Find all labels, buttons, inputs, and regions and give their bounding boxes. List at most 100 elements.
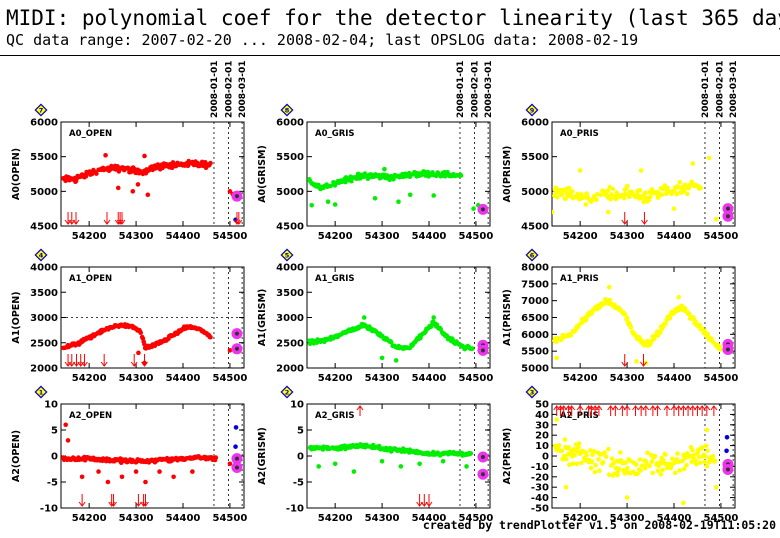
x-tick-label: 54300 [365, 373, 400, 384]
footer-credit: created by trendPlotter v1.5 on 2008-02-… [422, 518, 776, 532]
panel-a0-open: 2008-01-01 2008-02-01 2008-03-01 4500 5000 55… [11, 60, 248, 242]
data-point [608, 197, 613, 202]
data-point [213, 455, 219, 460]
y-tick-label: 0 [51, 452, 58, 463]
data-point [676, 459, 682, 465]
data-point [332, 202, 338, 207]
data-point [440, 458, 446, 464]
data-point [570, 189, 575, 194]
data-point [138, 330, 143, 336]
out-of-range-arrowhead [698, 405, 706, 411]
y-axis-label: A0(PRISM) [502, 146, 513, 203]
blue-point [233, 444, 238, 449]
x-tick-label: 54200 [318, 513, 353, 524]
y-tick-label: 6000 [30, 118, 58, 129]
panel-badge-number: 5 [285, 252, 290, 260]
data-point [133, 469, 139, 474]
panel-label: A2_PRIS [560, 411, 599, 421]
y-tick-label: 5500 [30, 152, 58, 163]
data-point [407, 174, 413, 180]
data-point [554, 417, 559, 422]
data-point [577, 168, 583, 173]
y-tick-label: 6000 [276, 118, 304, 129]
data-point [584, 452, 589, 458]
data-point [572, 452, 577, 458]
panel-a2-gris: -10 -5 0 5 10 54200 54300 54400 54500 A2(GRISM) A2… [257, 385, 493, 524]
data-point [145, 192, 151, 198]
panel-badge-number: 6 [530, 252, 535, 260]
data-point [624, 315, 630, 321]
data-point [606, 472, 612, 478]
data-point [597, 468, 602, 474]
out-of-range-arrowhead [416, 501, 424, 507]
out-of-range-arrowhead [641, 219, 648, 225]
data-point [593, 462, 598, 468]
panel-label: A0_GRIS [315, 129, 355, 139]
data-point [79, 474, 85, 480]
data-point [635, 471, 640, 477]
date-marker-label: 2008-03-01 [238, 60, 248, 118]
panel-a0-pris: 2008-01-01 2008-02-01 2008-03-01 4500 5000 55… [502, 60, 739, 242]
data-point [603, 454, 609, 460]
data-point [600, 459, 606, 465]
data-point [633, 462, 639, 467]
x-tick-label: 54400 [412, 513, 447, 524]
data-points [307, 442, 489, 480]
panel-badge-number: 7 [39, 107, 44, 115]
panel-badge-number: 4 [39, 252, 44, 260]
data-point [143, 479, 148, 485]
panel-badge-number: 9 [530, 107, 535, 115]
data-point [606, 209, 611, 215]
panel-badge-icon [525, 103, 539, 117]
out-of-range-arrowhead [689, 405, 697, 411]
highlight-point-core [725, 206, 730, 211]
data-points [61, 152, 243, 223]
data-point [675, 451, 680, 456]
panel-badge-icon [280, 248, 294, 262]
highlight-point-core [480, 207, 485, 212]
out-of-range-arrowhead [142, 501, 149, 507]
data-point [596, 457, 601, 462]
x-tick-label: 54300 [610, 373, 645, 384]
data-point [576, 445, 581, 450]
data-point [349, 178, 354, 184]
out-of-range-arrowhead [100, 361, 108, 367]
y-tick-label: 7000 [521, 296, 549, 307]
data-point [468, 451, 474, 456]
data-point [627, 194, 632, 200]
data-point [671, 206, 677, 211]
highlight-point-core [234, 346, 239, 351]
y-axis-label: A1(OPEN) [11, 291, 22, 343]
data-point [674, 191, 679, 197]
data-point [618, 450, 623, 455]
data-point [570, 461, 576, 466]
data-point [606, 446, 611, 452]
out-of-range-arrowhead [557, 405, 564, 411]
y-tick-label: 5000 [30, 187, 58, 198]
x-tick-label: 54500 [459, 231, 494, 242]
data-point [555, 195, 560, 200]
y-tick-label: 2500 [30, 338, 58, 349]
data-point [615, 472, 620, 478]
x-tick-label: 54300 [610, 513, 645, 524]
panel-label: A0_PRIS [560, 129, 599, 139]
data-point [227, 461, 233, 467]
data-point [136, 350, 141, 356]
x-tick-label: 54400 [657, 373, 692, 384]
data-point [682, 182, 688, 188]
data-point [588, 448, 593, 453]
data-point [610, 186, 616, 192]
data-points [61, 422, 243, 485]
panel-label: A1_GRIS [315, 274, 355, 284]
panel-badge-icon [525, 248, 539, 262]
data-point [706, 460, 712, 465]
y-axis-label: A0(OPEN) [11, 148, 22, 200]
y-tick-label: 5 [51, 426, 58, 437]
data-point [559, 448, 565, 454]
out-of-range-arrowhead [68, 361, 76, 367]
out-of-range-arrowhead [642, 405, 650, 411]
highlight-point-core [725, 214, 730, 219]
data-point [696, 454, 702, 460]
y-tick-label: 5000 [521, 364, 549, 375]
y-tick-label: 10 [44, 400, 58, 411]
